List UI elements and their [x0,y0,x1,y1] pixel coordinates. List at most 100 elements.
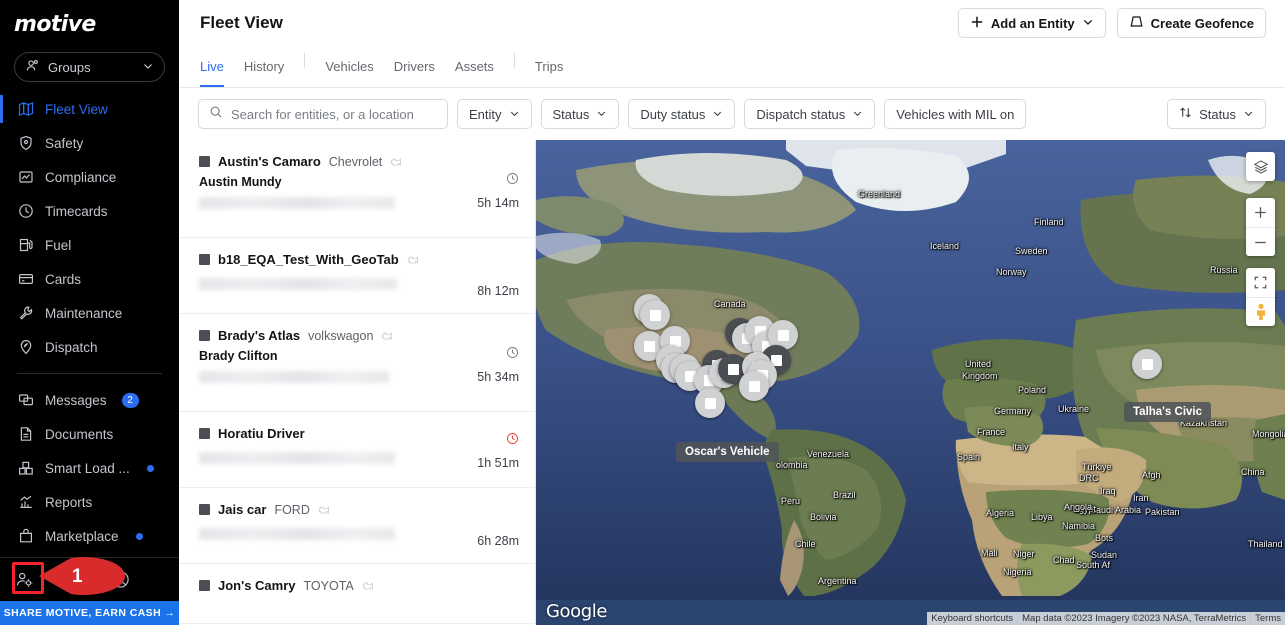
row-driver-line: Austin Mundy [199,174,519,190]
annotation-arrow [39,556,125,596]
row-status: 5h 14m [477,172,519,210]
sidebar-item-maintenance[interactable]: Maintenance [0,296,179,330]
row-status: 1h 51m [477,432,519,470]
zoom-in-button[interactable] [1246,198,1275,227]
sidebar-item-cards[interactable]: Cards [0,262,179,296]
user-settings-icon[interactable] [14,570,34,590]
row-status: 5h 34m [477,346,519,384]
tab-history[interactable]: History [234,46,294,87]
driver-name: Austin Mundy [199,175,282,189]
sidebar-item-messages[interactable]: Messages 2 [0,383,179,417]
sidebar-item-safety[interactable]: Safety [0,126,179,160]
top-header: Fleet View Add an Entity Create Geofence [179,0,1285,46]
tab-drivers[interactable]: Drivers [384,46,445,87]
sidebar: motive Groups Fleet View [0,0,179,625]
row-header: Brady's Atlas volkswagon [199,328,519,343]
tab-assets[interactable]: Assets [445,46,504,87]
status-square-icon [199,580,210,591]
fullscreen-icon[interactable] [1246,268,1275,297]
keyboard-shortcuts-link[interactable]: Keyboard shortcuts [931,613,1014,624]
duration-label: 6h 28m [477,534,519,548]
row-driver-line: Brady Clifton [199,348,519,364]
chevron-down-icon [509,107,520,122]
tab-vehicles[interactable]: Vehicles [315,46,383,87]
status-square-icon [199,330,210,341]
map-canvas[interactable]: Greenland Iceland Finland Sweden Norway Russi… [536,140,1285,625]
filter-dispatch-status[interactable]: Dispatch status [744,99,876,129]
sidebar-item-timecards[interactable]: Timecards [0,194,179,228]
marker-vehicle-icon [777,329,789,341]
tab-divider [304,53,306,68]
filter-vehicles-with-mil-on[interactable]: Vehicles with MIL on [884,99,1027,129]
table-row[interactable]: Horatiu Driver 1h 51m [179,412,535,488]
table-row[interactable]: Brady's Atlas volkswagon Brady Clifton [179,314,535,412]
sidebar-item-reports[interactable]: Reports [0,485,179,519]
map-layers-control[interactable] [1246,152,1275,181]
add-entity-button[interactable]: Add an Entity [957,8,1106,38]
sidebar-item-compliance[interactable]: Compliance [0,160,179,194]
status-square-icon [199,428,210,439]
share-motive-banner[interactable]: SHARE MOTIVE, EARN CASH → [0,601,179,625]
sort-label: Status [1199,106,1236,122]
content-split: Austin's Camaro Chevrolet Austin Mundy [179,140,1285,625]
logo-text: motive [14,12,96,37]
table-row[interactable]: b18_EQA_Test_With_GeoTab 8h 12m [179,238,535,314]
map-marker-tooltip: Talha's Civic [1124,402,1211,422]
row-header: Jais car FORD [199,502,519,517]
sidebar-item-documents[interactable]: Documents [0,417,179,451]
map-view-control[interactable] [1246,268,1275,326]
sidebar-item-fleet-view[interactable]: Fleet View [0,92,179,126]
filter-label: Status [552,106,590,122]
smart-load-new-dot [146,464,154,472]
duration-label: 8h 12m [477,284,519,298]
map-vehicle-marker[interactable] [640,300,670,330]
sidebar-item-label: Timecards [45,203,108,219]
entity-list[interactable]: Austin's Camaro Chevrolet Austin Mundy [179,140,536,625]
row-status: 6h 28m [477,528,519,548]
layers-icon[interactable] [1246,152,1275,181]
credit-card-icon [17,271,34,288]
map-data-text: Map data ©2023 Imagery ©2023 NASA, Terra… [1017,613,1250,624]
filter-duty-status[interactable]: Duty status [628,99,736,129]
map-vehicle-marker[interactable] [739,371,769,401]
map-vehicle-marker[interactable] [1132,349,1162,379]
sort-button[interactable]: Status [1167,99,1266,129]
table-row[interactable]: Jon's Camry TOYOTA [179,564,535,624]
chevron-down-icon [1243,107,1254,122]
tab-divider [513,53,515,68]
map-zoom-control[interactable] [1246,198,1275,256]
tab-trips[interactable]: Trips [525,46,573,87]
create-geofence-button[interactable]: Create Geofence [1116,8,1266,38]
terms-link[interactable]: Terms [1250,613,1285,624]
brand-logo[interactable]: motive [0,0,179,46]
sidebar-item-fuel[interactable]: Fuel [0,228,179,262]
table-row[interactable]: Austin's Camaro Chevrolet Austin Mundy [179,140,535,238]
zoom-out-button[interactable] [1246,227,1275,256]
chart-document-icon [17,169,34,186]
sidebar-item-marketplace[interactable]: Marketplace [0,519,179,553]
pegman-icon[interactable] [1246,297,1275,326]
map-vehicle-marker[interactable] [695,388,725,418]
tab-label: Live [200,59,224,74]
filter-entity[interactable]: Entity [457,99,532,129]
row-header: Austin's Camaro Chevrolet [199,154,519,169]
search-icon [209,105,223,124]
plus-icon [970,15,984,32]
sidebar-item-smart-load[interactable]: Smart Load ... [0,451,179,485]
entity-name: Austin's Camaro [218,154,321,169]
sidebar-item-dispatch[interactable]: Dispatch [0,330,179,364]
sidebar-item-label: Messages [45,392,107,408]
sidebar-item-label: Fuel [45,237,72,253]
tab-live[interactable]: Live [200,46,234,87]
search-placeholder: Search for entities, or a location [231,106,414,122]
entity-name: Horatiu Driver [218,426,305,441]
marker-vehicle-icon [754,325,766,337]
sidebar-item-label: Smart Load ... [45,460,130,476]
sidebar-nav-secondary: Messages 2 Documents Smart [0,383,179,553]
search-input[interactable]: Search for entities, or a location [198,99,448,129]
groups-selector[interactable]: Groups [14,52,165,82]
sidebar-item-label: Fleet View [45,101,108,117]
table-row[interactable]: Jais car FORD 6h 28m [179,488,535,564]
filter-status[interactable]: Status [540,99,620,129]
sidebar-item-label: Reports [45,494,93,510]
